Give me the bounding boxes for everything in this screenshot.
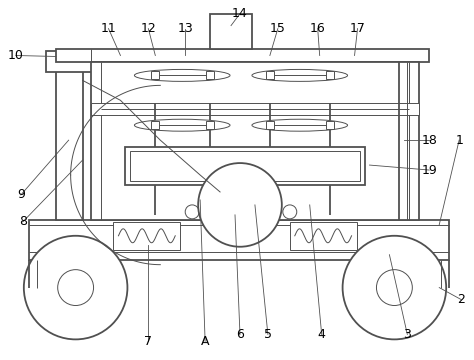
- Text: 4: 4: [318, 328, 326, 341]
- Text: 16: 16: [310, 22, 326, 35]
- Bar: [113, 222, 180, 250]
- Circle shape: [58, 270, 93, 306]
- Bar: [210, 14, 252, 49]
- Bar: [130, 151, 359, 181]
- Bar: [151, 171, 159, 179]
- Bar: [266, 121, 274, 129]
- Circle shape: [283, 205, 297, 219]
- Bar: [206, 171, 214, 179]
- Text: 1: 1: [455, 134, 463, 147]
- Bar: [220, 190, 260, 220]
- Ellipse shape: [252, 169, 347, 181]
- Bar: [56, 71, 82, 220]
- Ellipse shape: [135, 69, 230, 81]
- Bar: [206, 121, 214, 129]
- Bar: [151, 71, 159, 80]
- Bar: [266, 171, 274, 179]
- Text: 7: 7: [145, 335, 152, 348]
- Text: 8: 8: [19, 215, 27, 228]
- Ellipse shape: [135, 169, 230, 181]
- Text: 13: 13: [177, 22, 193, 35]
- Text: 9: 9: [17, 188, 25, 202]
- Circle shape: [343, 236, 446, 339]
- Bar: [29, 220, 449, 260]
- Bar: [151, 121, 159, 129]
- Circle shape: [198, 163, 282, 247]
- Ellipse shape: [252, 69, 347, 81]
- Bar: [56, 49, 429, 62]
- Text: 5: 5: [264, 328, 272, 341]
- Bar: [206, 71, 214, 80]
- Bar: [266, 71, 274, 80]
- Text: 3: 3: [403, 328, 411, 341]
- Text: 19: 19: [421, 163, 437, 176]
- Text: 2: 2: [457, 293, 465, 306]
- Circle shape: [24, 236, 128, 339]
- Bar: [326, 121, 334, 129]
- Text: 14: 14: [232, 7, 248, 20]
- Bar: [326, 171, 334, 179]
- Text: 17: 17: [350, 22, 365, 35]
- Text: A: A: [201, 335, 210, 348]
- Text: 18: 18: [421, 134, 437, 147]
- Text: 6: 6: [236, 328, 244, 341]
- Bar: [126, 147, 365, 185]
- Bar: [91, 103, 419, 115]
- Text: 15: 15: [270, 22, 286, 35]
- Bar: [290, 222, 356, 250]
- Bar: [225, 195, 255, 215]
- Text: 12: 12: [140, 22, 156, 35]
- Ellipse shape: [252, 119, 347, 131]
- Text: 10: 10: [8, 49, 24, 62]
- Circle shape: [185, 205, 199, 219]
- Bar: [91, 62, 419, 220]
- Ellipse shape: [135, 119, 230, 131]
- Circle shape: [376, 270, 412, 306]
- Text: 11: 11: [100, 22, 117, 35]
- Bar: [326, 71, 334, 80]
- Bar: [46, 50, 96, 72]
